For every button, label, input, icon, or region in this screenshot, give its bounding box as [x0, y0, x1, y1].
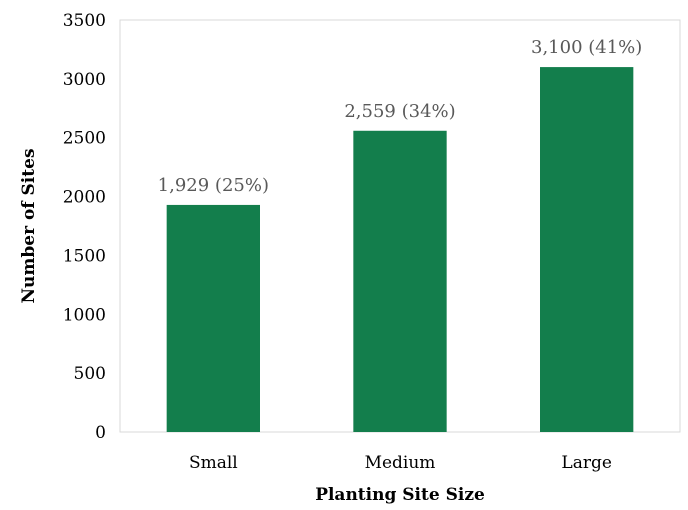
y-axis-title: Number of Sites	[19, 148, 39, 303]
data-label-medium: 2,559 (34%)	[344, 101, 455, 122]
bars	[166, 67, 634, 432]
bar-small	[166, 204, 260, 432]
x-tick-label-medium: Medium	[365, 453, 436, 473]
y-tick-label: 3000	[63, 70, 106, 90]
y-tick-label: 1500	[63, 246, 106, 266]
x-axis-title: Planting Site Size	[315, 485, 485, 505]
y-tick-label: 2000	[63, 188, 106, 208]
y-tick-label: 1000	[63, 305, 106, 325]
y-tick-label: 2500	[63, 129, 106, 149]
bar-medium	[353, 130, 447, 432]
y-tick-label: 0	[95, 423, 106, 443]
bar-large	[540, 67, 634, 432]
y-tick-label: 3500	[63, 11, 106, 31]
data-label-large: 3,100 (41%)	[531, 37, 642, 58]
x-axis-ticks: Small Medium Large	[189, 453, 612, 473]
data-labels: 1,929 (25%) 2,559 (34%) 3,100 (41%)	[158, 37, 643, 196]
y-tick-label: 500	[74, 364, 106, 384]
y-axis-ticks: 0 500 1000 1500 2000 2500 3000 3500	[63, 11, 106, 443]
data-label-small: 1,929 (25%)	[158, 175, 269, 196]
x-tick-label-small: Small	[189, 453, 238, 473]
x-tick-label-large: Large	[561, 453, 612, 473]
